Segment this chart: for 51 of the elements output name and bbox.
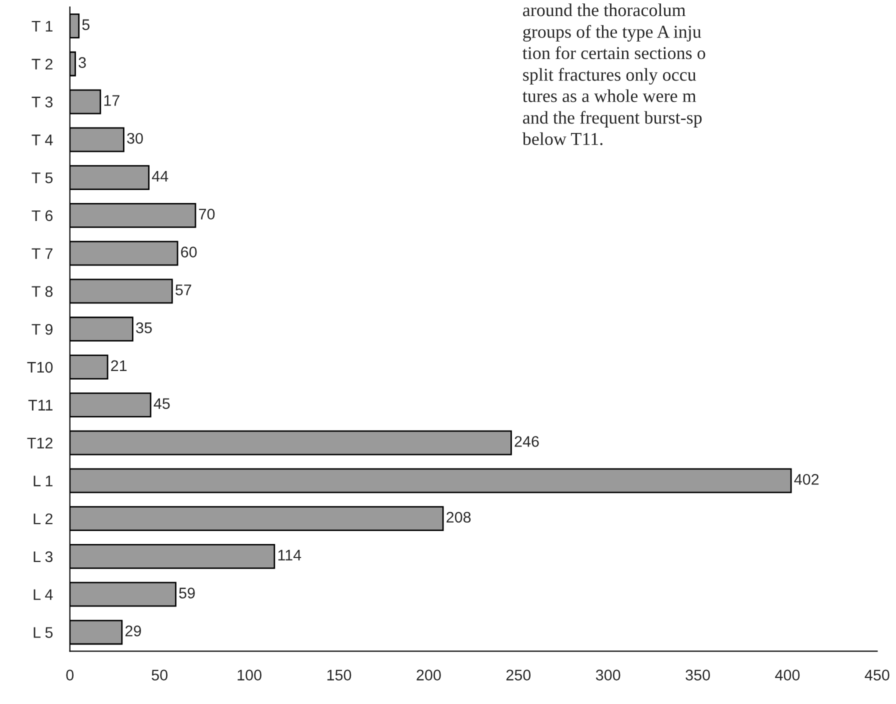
data-label: 114	[278, 550, 302, 560]
data-label: 44	[152, 170, 168, 182]
data-label: 5	[82, 19, 90, 30]
data-label: 59	[179, 588, 195, 598]
y-tick-label: T11	[28, 400, 52, 410]
x-tick-label: 250	[506, 670, 531, 680]
annotation: groups of the type A inju	[523, 24, 702, 42]
y-tick-label: T 7	[32, 248, 52, 259]
x-tick-label: 100	[238, 670, 262, 680]
data-label: 35	[136, 322, 152, 334]
y-tick-label: T 2	[32, 58, 52, 70]
y-tick-label: T 1	[32, 21, 52, 32]
y-tick-label: T 5	[32, 172, 53, 184]
data-label: 17	[104, 95, 120, 106]
x-tick-label: 300	[596, 670, 620, 680]
y-tick-label: L 2	[34, 513, 52, 524]
annotation: below T11.	[522, 132, 602, 146]
annotation: tures as a whole were m	[522, 89, 696, 102]
data-label: 30	[127, 132, 143, 144]
data-label: 45	[154, 398, 170, 410]
x-tick-label: 50	[152, 670, 168, 680]
annotation: tion for certain sections o	[522, 46, 706, 60]
y-tick-label: T 8	[32, 286, 53, 297]
y-tick-label: L 1	[34, 476, 52, 486]
data-label: 57	[176, 284, 192, 296]
annotation: and the frequent burst-sp	[523, 110, 702, 128]
y-tick-label: L 3	[34, 551, 53, 562]
x-tick-label: 350	[686, 670, 710, 680]
x-tick-label: 0	[66, 670, 74, 680]
annotation: around the thoracolum	[523, 4, 686, 16]
y-tick-label: T 9	[32, 324, 52, 335]
y-tick-label: L 5	[34, 627, 53, 638]
x-tick-label: 150	[327, 670, 352, 680]
data-label: 402	[794, 474, 819, 485]
data-label: 208	[446, 512, 471, 523]
y-tick-label: L 4	[34, 589, 53, 600]
y-tick-label: T 3	[32, 96, 53, 108]
data-label: 60	[181, 246, 197, 258]
y-tick-label: T12	[27, 438, 52, 448]
data-label: 29	[125, 626, 141, 636]
x-tick-label: 400	[775, 670, 800, 680]
data-label: 246	[514, 436, 539, 447]
x-tick-label: 200	[416, 670, 441, 680]
annotation: split fractures only occu	[523, 68, 696, 85]
data-label: 3	[78, 57, 86, 68]
y-tick-label: T 4	[32, 134, 53, 146]
x-tick-label: 450	[864, 670, 890, 680]
data-label: 70	[199, 208, 215, 220]
data-label: 21	[111, 360, 127, 371]
y-tick-label: T 6	[32, 210, 53, 222]
y-tick-label: T10	[27, 362, 53, 373]
